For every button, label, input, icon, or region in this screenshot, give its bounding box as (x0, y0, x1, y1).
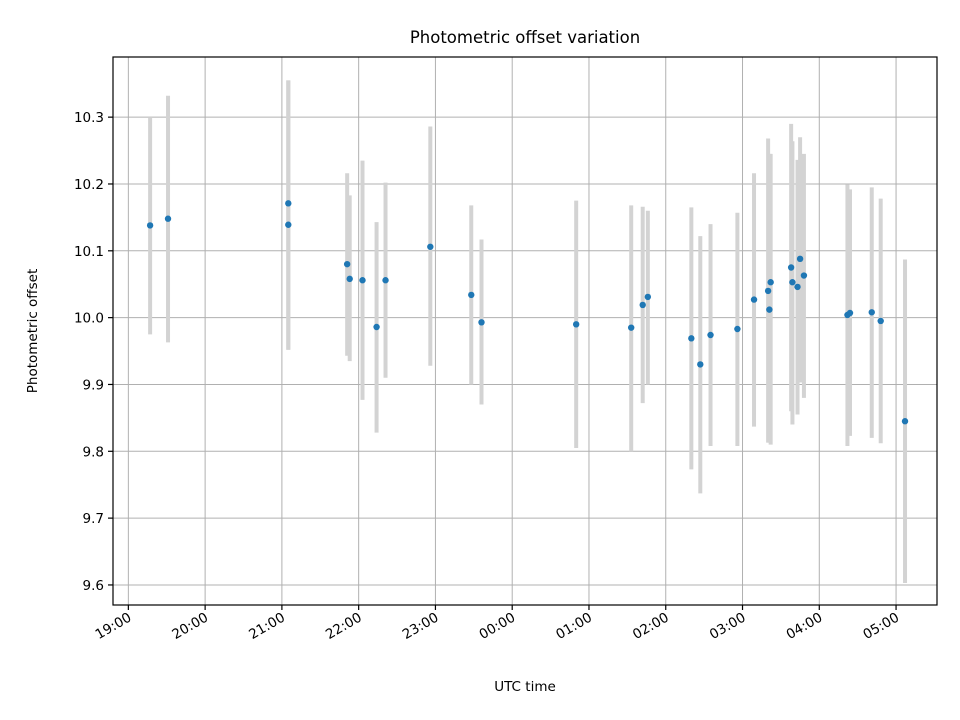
x-tick-label: 19:00 (93, 610, 135, 643)
x-tick-label: 23:00 (400, 610, 442, 643)
plot-frame (112, 56, 938, 606)
y-tick-label: 10.3 (74, 110, 104, 126)
x-axis-label: UTC time (494, 679, 556, 695)
data-point (627, 324, 635, 331)
y-tick-label: 9.8 (83, 444, 104, 460)
x-tick-label: 22:00 (323, 610, 365, 643)
data-point (639, 301, 646, 309)
data-point (787, 264, 795, 271)
y-tick-label: 10.2 (74, 177, 104, 193)
chart-title: Photometric offset variation (410, 28, 640, 47)
data-point (846, 309, 854, 317)
y-tick-label: 10.1 (74, 244, 104, 260)
data-point (796, 255, 804, 263)
data-point (688, 335, 695, 342)
data-point (734, 325, 741, 333)
x-tick-label: 03:00 (707, 610, 749, 643)
x-tick-label: 02:00 (630, 610, 672, 643)
data-point (644, 293, 652, 301)
data-point (373, 323, 380, 331)
data-point (789, 279, 796, 286)
data-point (468, 291, 475, 299)
y-tick-label: 9.9 (83, 377, 104, 393)
data-point (901, 418, 909, 425)
data-point (572, 321, 580, 328)
y-axis-label: Photometric offset (25, 269, 41, 393)
data-point (877, 317, 884, 325)
data-point (767, 279, 774, 286)
data-point (800, 272, 808, 279)
data-point (343, 260, 351, 268)
data-point (794, 283, 801, 291)
x-tick-label: 05:00 (860, 610, 902, 643)
data-point (868, 309, 875, 316)
x-tick-label: 01:00 (553, 610, 595, 643)
y-tick-label: 10.0 (74, 311, 104, 327)
data-point (146, 222, 154, 229)
data-point (427, 243, 434, 250)
y-tick-label: 9.7 (83, 511, 104, 527)
data-point (766, 306, 773, 313)
data-point (382, 277, 389, 284)
data-point (697, 361, 704, 368)
data-point (478, 319, 485, 326)
x-tick-label: 20:00 (169, 610, 211, 643)
data-point (359, 277, 366, 284)
x-tick-label: 00:00 (477, 610, 519, 643)
data-point (164, 215, 172, 222)
x-tick-label: 21:00 (246, 610, 288, 643)
data-point (707, 331, 714, 339)
data-point (346, 275, 353, 283)
data-point (750, 296, 758, 303)
data-point (764, 287, 772, 295)
data-point (285, 221, 292, 228)
data-point (285, 200, 292, 207)
y-tick-label: 9.6 (83, 578, 104, 594)
x-tick-label: 04:00 (784, 610, 826, 643)
